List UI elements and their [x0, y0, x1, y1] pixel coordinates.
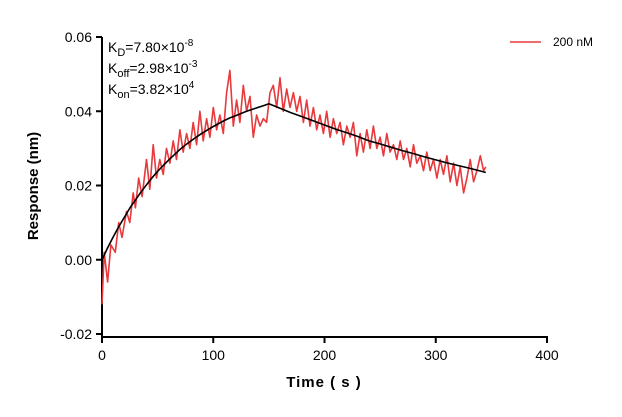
- annotation-kD: KD=7.80×10-8: [108, 38, 194, 59]
- x-tick-label: 300: [424, 347, 448, 363]
- legend-label: 200 nM: [553, 35, 593, 49]
- series-line-200-nm: [101, 69, 487, 305]
- x-axis-label: Time ( s ): [286, 374, 362, 391]
- y-tick-label: -0.02: [60, 326, 92, 342]
- annotation-koff: Koff=2.98×10-3: [108, 59, 198, 80]
- fit-curve: [101, 103, 487, 261]
- y-tick-label: 0.04: [65, 103, 92, 119]
- axes: -0.02 0.00 0.02 0.04 0.06 0 100 200 300 400: [60, 29, 559, 363]
- legend: 200 nM: [510, 35, 593, 49]
- x-tick-label: 400: [535, 347, 559, 363]
- x-tick-label: 0: [98, 347, 106, 363]
- annotation-kon: Kon=3.82×104: [108, 80, 195, 101]
- y-tick-label: 0.00: [65, 252, 92, 268]
- x-tick-label: 100: [202, 347, 226, 363]
- y-axis-label: Response (nm): [25, 132, 42, 240]
- y-tick-label: 0.02: [65, 178, 92, 194]
- x-tick-label: 200: [313, 347, 337, 363]
- plot-area: [101, 69, 487, 305]
- y-tick-label: 0.06: [65, 29, 92, 45]
